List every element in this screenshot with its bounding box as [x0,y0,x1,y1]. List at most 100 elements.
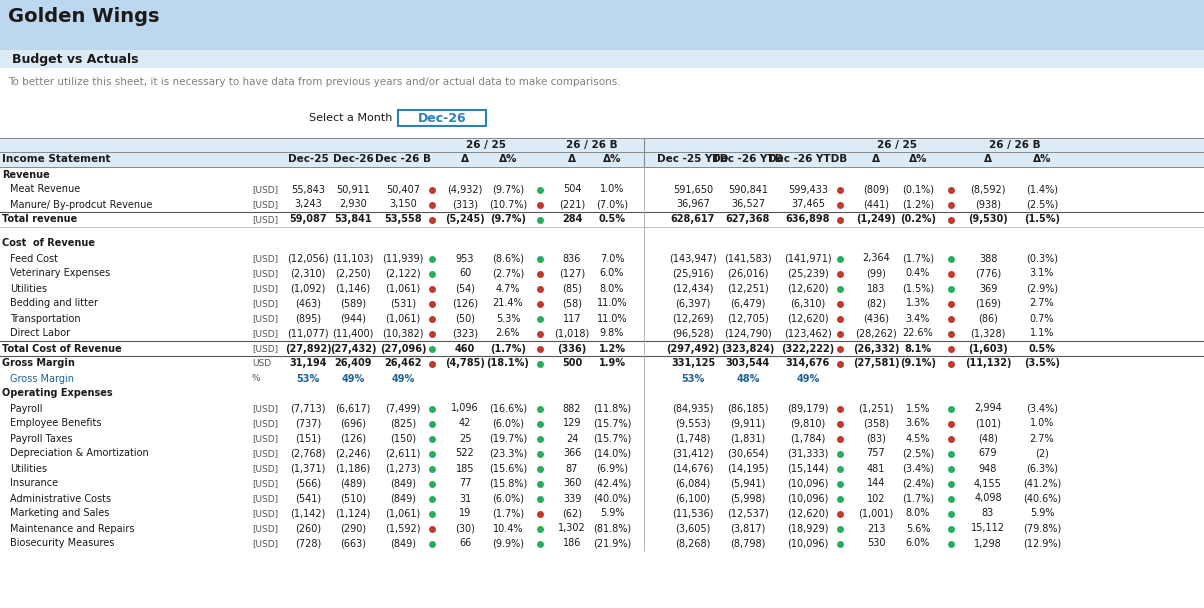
Text: Payroll Taxes: Payroll Taxes [10,434,72,443]
Text: (9.9%): (9.9%) [492,539,524,548]
Text: (260): (260) [295,523,321,533]
Text: Employee Benefits: Employee Benefits [10,418,101,429]
Text: (1.4%): (1.4%) [1026,184,1058,195]
Text: 55,843: 55,843 [291,184,325,195]
Text: 5.9%: 5.9% [600,508,624,519]
Text: Administrative Costs: Administrative Costs [10,494,111,503]
Text: (5,245): (5,245) [445,215,485,224]
Text: (151): (151) [295,434,321,443]
Bar [399,110,486,126]
Text: (825): (825) [390,418,417,429]
Text: Marketing and Sales: Marketing and Sales [10,508,110,519]
Text: (12.9%): (12.9%) [1023,539,1061,548]
Text: 102: 102 [867,494,885,503]
Text: 186: 186 [562,539,582,548]
Text: (141,583): (141,583) [724,254,772,263]
Text: (12,056): (12,056) [288,254,329,263]
Text: 6.0%: 6.0% [905,539,931,548]
Text: 522: 522 [455,449,474,458]
Text: (25,916): (25,916) [672,269,714,278]
Text: (9,553): (9,553) [675,418,710,429]
Text: (86): (86) [978,314,998,323]
Text: 11.0%: 11.0% [597,314,627,323]
Text: Dec -26 YTDB: Dec -26 YTDB [768,154,848,165]
Text: 314,676: 314,676 [786,359,830,368]
Text: (124,790): (124,790) [724,328,772,339]
Text: (2.4%): (2.4%) [902,478,934,488]
Text: Income Statement: Income Statement [2,154,111,165]
Text: (25,239): (25,239) [787,269,828,278]
Text: 3.4%: 3.4% [905,314,931,323]
Text: (27,581): (27,581) [852,359,899,368]
Text: (1,018): (1,018) [554,328,590,339]
Text: %: % [252,374,260,383]
Text: (86,185): (86,185) [727,404,768,413]
Text: (15.8%): (15.8%) [489,478,527,488]
Text: (589): (589) [340,299,366,308]
Text: (4,785): (4,785) [445,359,485,368]
Text: 129: 129 [562,418,582,429]
Text: Transportation: Transportation [10,314,81,323]
Text: [USD]: [USD] [252,524,278,533]
Text: 5.9%: 5.9% [1029,508,1055,519]
Text: (9,530): (9,530) [968,215,1008,224]
Text: (6,617): (6,617) [335,404,371,413]
Text: 144: 144 [867,478,885,488]
Text: (14,195): (14,195) [727,463,768,474]
Text: (15.6%): (15.6%) [489,463,527,474]
Text: 530: 530 [867,539,885,548]
Text: (26,016): (26,016) [727,269,768,278]
Text: 4,155: 4,155 [974,478,1002,488]
Text: 5.3%: 5.3% [496,314,520,323]
Text: Bedding and litter: Bedding and litter [10,299,98,308]
Text: 6.0%: 6.0% [600,269,624,278]
Text: 0.7%: 0.7% [1029,314,1055,323]
Text: (531): (531) [390,299,417,308]
Text: Δ: Δ [461,154,470,165]
Text: (84,935): (84,935) [672,404,714,413]
Text: (12,269): (12,269) [672,314,714,323]
Text: (297,492): (297,492) [666,344,720,353]
Text: (6,310): (6,310) [790,299,826,308]
Text: 26,462: 26,462 [384,359,421,368]
Text: (11,077): (11,077) [288,328,329,339]
Text: (7,499): (7,499) [385,404,420,413]
Text: (27,096): (27,096) [379,344,426,353]
Text: (1.7%): (1.7%) [902,494,934,503]
Text: (1,146): (1,146) [336,283,371,294]
Text: Insurance: Insurance [10,478,58,488]
Text: (3,605): (3,605) [675,523,710,533]
Text: (9.7%): (9.7%) [490,215,526,224]
Text: (62): (62) [562,508,582,519]
Text: (54): (54) [455,283,476,294]
Text: Direct Labor: Direct Labor [10,328,70,339]
Text: (101): (101) [975,418,1001,429]
Text: 50,911: 50,911 [336,184,370,195]
Text: (1,061): (1,061) [385,508,420,519]
Text: 8.1%: 8.1% [904,344,932,353]
Text: (48): (48) [978,434,998,443]
Text: [USD]: [USD] [252,494,278,503]
Text: 2,930: 2,930 [340,199,367,210]
Text: [USD]: [USD] [252,299,278,308]
Text: 3,150: 3,150 [389,199,417,210]
Text: (938): (938) [975,199,1001,210]
Text: (221): (221) [559,199,585,210]
Text: (2.7%): (2.7%) [492,269,524,278]
Text: (1,328): (1,328) [970,328,1005,339]
Text: 882: 882 [562,404,582,413]
Text: (566): (566) [295,478,321,488]
Text: 7.0%: 7.0% [600,254,624,263]
Text: (323): (323) [452,328,478,339]
Text: 213: 213 [867,523,885,533]
Text: Meat Revenue: Meat Revenue [10,184,81,195]
Text: 948: 948 [979,463,997,474]
Text: 49%: 49% [391,373,414,384]
Text: 87: 87 [566,463,578,474]
Text: (3,817): (3,817) [731,523,766,533]
Text: 1.5%: 1.5% [905,404,931,413]
Text: 628,617: 628,617 [671,215,715,224]
Text: (541): (541) [295,494,321,503]
Text: 0.4%: 0.4% [905,269,931,278]
Text: (0.1%): (0.1%) [902,184,934,195]
